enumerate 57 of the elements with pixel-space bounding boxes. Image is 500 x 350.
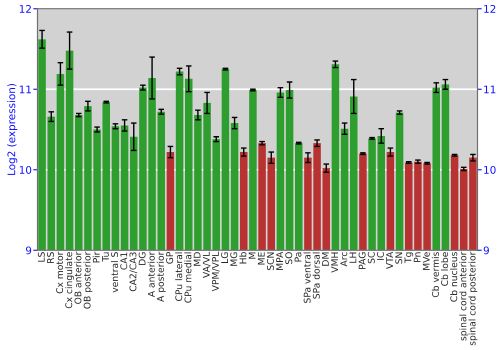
x-tick-label: SPa ventral (303, 252, 311, 303)
y-tick-label: 9 (26, 246, 32, 254)
x-tick-label: VMH (331, 252, 338, 273)
x-tick-label: VTA (386, 252, 393, 269)
x-tick-label: SPa dorsal (312, 252, 320, 299)
x-tick-label: GP (166, 252, 174, 264)
x-tick-label: DM (322, 252, 329, 266)
x-tick-label: IC (376, 252, 384, 260)
x-tick-label: Hb (239, 252, 246, 264)
x-tick-label: VPM/VPL (212, 252, 220, 292)
x-tick-label: VA/VL (202, 252, 210, 278)
x-tick-label: Cb lobe (440, 252, 448, 286)
x-tick-label: ventral S (110, 252, 118, 292)
x-tick-label: Cx motor (56, 252, 64, 294)
x-tick-label: CPu lateral (175, 252, 182, 301)
y-axis-title: Log2 (expression) (7, 84, 18, 175)
x-tick-label: Cb vermis (432, 252, 439, 298)
y-tick-label: 12 (20, 4, 31, 13)
x-tick-label: SC (368, 252, 375, 264)
x-tick-label: PAG (358, 252, 366, 269)
x-tick-label: ME (258, 252, 265, 264)
x-tick-label: Tg (404, 252, 414, 264)
x-tick-label: spinal cord posterior (468, 252, 478, 346)
x-tick-label: MPA (276, 252, 283, 270)
x-tick-label: DG (138, 252, 146, 265)
x-tick-label: Pn (414, 252, 420, 262)
y2-tick-label: 11 (484, 86, 496, 94)
x-tick-label: spinal cord anterior (459, 252, 468, 341)
x-tick-label: CA2/CA3 (129, 252, 138, 292)
x-tick-label: SN (395, 252, 402, 264)
y-tick-label: 11 (20, 86, 31, 94)
x-tick-label: CA1 (120, 252, 128, 270)
x-tick-label: Cb nucleus (450, 252, 458, 302)
y2-tick-label: 10 (484, 166, 496, 174)
x-tick-label: LH (350, 252, 356, 263)
x-tick-label: OB anterior (74, 252, 82, 304)
x-tick-label: SCN (266, 252, 274, 270)
x-tick-label: MG (230, 252, 238, 266)
x-tick-label: A posterior (156, 252, 166, 302)
x-tick-label: Pir (92, 252, 100, 262)
y-tick-label: 10 (20, 166, 32, 174)
x-tick-label: LS (38, 252, 45, 262)
x-tick-label: Cx cingulate (65, 252, 74, 308)
x-tick-label: MVe (422, 252, 430, 270)
x-tick-label: Arc (340, 252, 348, 266)
x-tick-label: Tu (102, 252, 109, 262)
x-tick-label: LG (221, 252, 228, 263)
x-tick-label: Pa (294, 252, 302, 262)
x-tick-label: MD (194, 252, 200, 266)
y2-tick-label: 9 (484, 246, 489, 254)
x-tick-label: CPu medial (184, 252, 192, 303)
y2-tick-label: 12 (484, 4, 496, 13)
x-tick-label: A anterior (148, 252, 155, 298)
x-tick-label: M (248, 252, 256, 259)
x-tick-label: RS (46, 252, 54, 263)
x-tick-label: OB posterior (83, 252, 92, 309)
x-tick-label: SO (285, 252, 292, 264)
